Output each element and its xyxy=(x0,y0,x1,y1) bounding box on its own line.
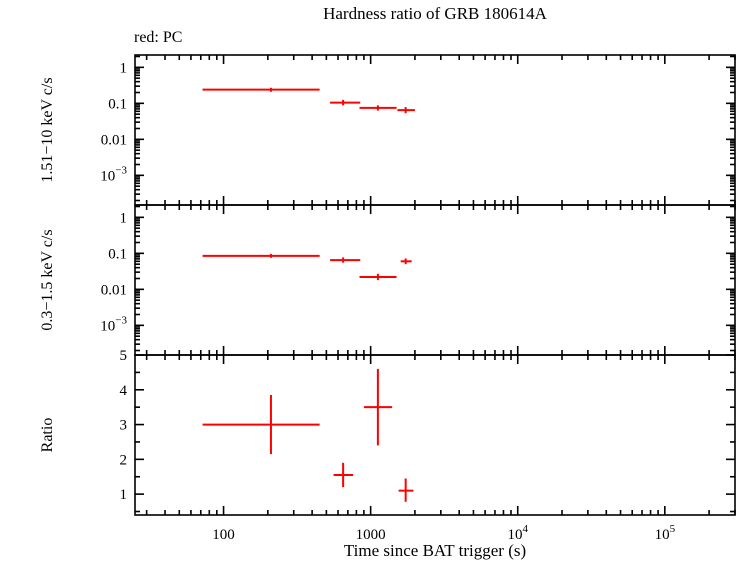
legend-mode-label: red: PC xyxy=(134,29,183,46)
data-point xyxy=(202,253,320,258)
data-point xyxy=(202,87,320,92)
y-tick-label: 1 xyxy=(120,487,128,503)
data-point xyxy=(398,478,414,502)
series-soft-band xyxy=(202,253,412,281)
data-point xyxy=(333,462,354,488)
x-tick-label: 1000 xyxy=(356,527,386,543)
x-tick-label: 100 xyxy=(212,527,235,543)
chart-title: Hardness ratio of GRB 180614A xyxy=(323,4,547,23)
panel-ratio: 1 2 3 4 5 xyxy=(120,348,736,516)
panel-hard-band: 10−3 0.01 0.1 1 xyxy=(100,54,736,206)
y-tick-label: 10−3 xyxy=(100,164,127,184)
y-tick-label: 0.1 xyxy=(108,246,127,262)
x-tick-label: 105 xyxy=(655,523,676,543)
y-tick-label: 2 xyxy=(120,452,128,468)
y-tick-label: 5 xyxy=(120,348,128,364)
x-axis-label: Time since BAT trigger (s) xyxy=(343,541,527,560)
data-point xyxy=(359,105,397,111)
y-tick-label: 4 xyxy=(120,383,128,399)
series-ratio xyxy=(202,368,414,502)
y-tick-label: 1 xyxy=(120,210,128,226)
data-point xyxy=(397,107,415,114)
series-hard-band xyxy=(202,87,415,114)
y-axis-label-ratio: Ratio xyxy=(39,417,56,453)
data-point xyxy=(330,257,361,263)
y-tick-label: 10−3 xyxy=(100,314,127,334)
y-tick-label: 0.01 xyxy=(101,282,127,298)
data-point xyxy=(202,395,320,455)
data-point xyxy=(400,258,412,265)
x-tick-label: 104 xyxy=(507,523,528,543)
data-point xyxy=(330,99,361,106)
y-tick-label: 3 xyxy=(120,418,128,434)
y-tick-label: 1 xyxy=(120,60,128,76)
data-point xyxy=(363,368,393,446)
data-point xyxy=(359,273,397,281)
y-tick-label: 0.01 xyxy=(101,132,127,148)
panel-soft-band: 10−3 0.01 0.1 1 xyxy=(100,204,736,356)
y-tick-label: 0.1 xyxy=(108,96,127,112)
